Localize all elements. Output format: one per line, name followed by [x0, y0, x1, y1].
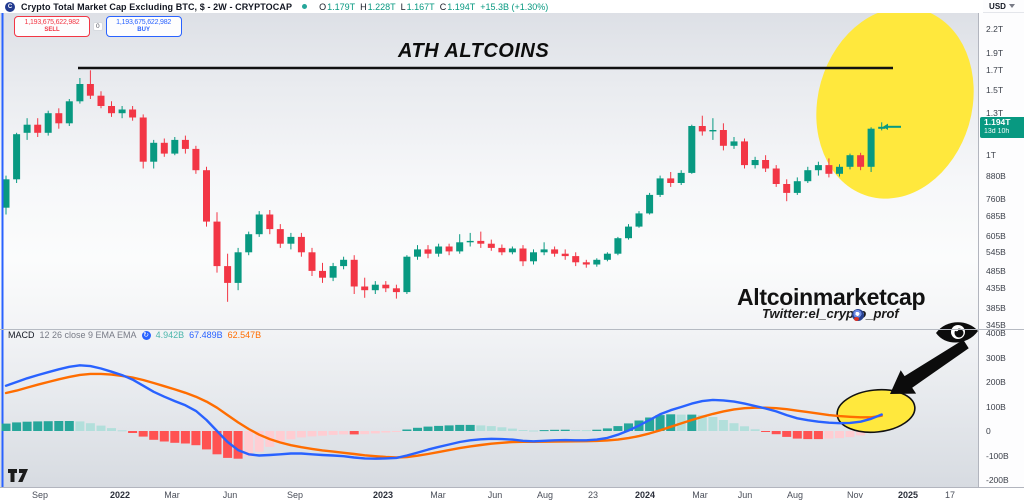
- macd-axis-label: 300B: [986, 352, 1006, 363]
- macd-hist-value: 4.942B: [155, 330, 185, 340]
- currency-selector[interactable]: USD: [979, 0, 1024, 13]
- time-axis-tick: 23: [587, 490, 599, 500]
- time-axis-tick: 2023: [372, 490, 394, 500]
- watermark-label: Altcoinmarketcap: [737, 284, 926, 310]
- close-label: C: [439, 1, 447, 12]
- twitter-handle-label: Twitter:el_crypto_prof: [762, 306, 899, 321]
- cd-emoji-red-dot: [854, 317, 859, 321]
- sell-button[interactable]: 1,193,675,622,982 SELL: [14, 16, 90, 37]
- time-axis-tick: Jun: [737, 490, 753, 500]
- time-axis-tick: Mar: [164, 490, 180, 500]
- macd-params: 12 26 close 9 EMA EMA: [39, 330, 137, 340]
- macd-line: [4, 364, 883, 460]
- macd-axis-label: 0: [986, 426, 991, 436]
- highlight-ellipse-price[interactable]: [794, 0, 996, 217]
- price-axis-label: 880B: [986, 170, 1006, 181]
- time-axis-tick: Sep: [286, 490, 304, 500]
- price-axis-label: 485B: [986, 265, 1006, 276]
- price-axis-label: 605B: [986, 230, 1006, 241]
- macd-axis-label: 100B: [986, 401, 1006, 412]
- chart-background: [0, 13, 978, 487]
- cd-emoji: [852, 309, 864, 321]
- time-axis-tick: Mar: [430, 490, 446, 500]
- macd-legend: MACD 12 26 close 9 EMA EMA ↻ 4.942B 67.4…: [8, 330, 261, 340]
- price-axis-label: 435B: [986, 283, 1006, 294]
- time-axis-tick: 2024: [634, 490, 656, 500]
- currency-label: USD: [989, 1, 1006, 11]
- ohlc-readout: O 1.179T H 1.228T L 1.167T C 1.194T +15.3B (…: [319, 2, 548, 12]
- bar-countdown: 13d 10h: [984, 128, 1010, 135]
- time-axis-tick: 2025: [897, 490, 919, 500]
- price-axis-label: 1.7T: [986, 65, 1004, 76]
- ath-altcoins-label[interactable]: ATH ALTCOINS: [398, 40, 550, 62]
- buy-label: BUY: [137, 27, 150, 33]
- buy-button[interactable]: 1,193,675,622,982 BUY: [105, 16, 182, 37]
- time-axis-tick: Aug: [786, 490, 804, 500]
- symbol-logo-letter: C: [7, 3, 13, 10]
- chart-header: C Crypto Total Market Cap Excluding BTC,…: [0, 0, 983, 13]
- chevron-down-icon: [1008, 4, 1015, 8]
- time-axis-tick: Mar: [692, 490, 708, 500]
- pane-separator[interactable]: [0, 329, 1024, 330]
- macd-axis-label: 200B: [986, 377, 1006, 387]
- price-axis-label: 760B: [986, 194, 1006, 205]
- current-price-badge: 1.194T 13d 10h: [980, 117, 1024, 138]
- macd-axis-label: -100B: [986, 450, 1009, 461]
- price-axis-label: 1.3T: [986, 108, 1004, 119]
- close-price-marker-arrow: [883, 123, 888, 130]
- time-axis-tick: 17: [944, 490, 956, 500]
- time-axis-tick: Nov: [846, 490, 864, 500]
- high-value: 1.228T: [367, 1, 396, 12]
- macd-loading-icon: ↻: [141, 330, 151, 340]
- symbol-logo-icon[interactable]: C: [5, 1, 15, 12]
- price-axis[interactable]: USD 2.2T 1.9T 1.7T 1.5T 1.3T 1T 880B 760B 685B 60…: [978, 0, 1024, 501]
- eye-icon[interactable]: [936, 322, 978, 343]
- open-value: 1.179T: [327, 1, 356, 12]
- arrow-annotation[interactable]: [890, 339, 969, 394]
- price-axis-label: 1T: [986, 150, 996, 161]
- low-value: 1.167T: [406, 1, 435, 12]
- low-label: L: [400, 1, 406, 12]
- order-buttons: 1,193,675,622,982 SELL 0 1,193,675,622,9…: [14, 16, 182, 37]
- macd-line-value: 67.489B: [189, 330, 223, 340]
- price-axis-label: 385B: [986, 302, 1006, 313]
- price-axis-label: 685B: [986, 210, 1006, 221]
- macd-axis-label: 400B: [986, 328, 1006, 338]
- symbol-title[interactable]: Crypto Total Market Cap Excluding BTC, $…: [21, 1, 293, 12]
- sell-label: SELL: [44, 27, 60, 33]
- price-axis-label: 545B: [986, 247, 1006, 258]
- price-axis-label: 1.9T: [986, 47, 1004, 58]
- buy-price: 1,193,675,622,982: [116, 19, 172, 26]
- sell-price: 1,193,675,622,982: [24, 19, 80, 26]
- price-axis-label: 1.5T: [986, 85, 1004, 96]
- spread-value: 0: [93, 22, 103, 31]
- open-label: O: [319, 1, 327, 12]
- macd-signal-line: [4, 372, 883, 459]
- price-axis-label: 345B: [986, 320, 1006, 331]
- macd-signal-value: 62.547B: [227, 330, 262, 340]
- macd-axis-label: -200B: [986, 475, 1009, 485]
- price-axis-label: 2.2T: [986, 24, 1004, 34]
- tradingview-logo[interactable]: [8, 468, 32, 486]
- time-axis-tick: 2022: [109, 490, 131, 500]
- time-axis-tick: Jun: [487, 490, 503, 500]
- time-axis-tick: Jun: [222, 490, 238, 500]
- time-axis[interactable]: Sep 2022 Mar Jun Sep 2023 Mar Jun Aug 23 2024 Mar Ju…: [0, 487, 1024, 501]
- time-axis-tick: Aug: [536, 490, 554, 500]
- time-axis-tick: Sep: [31, 490, 49, 500]
- current-price-value: 1.194T: [984, 117, 1011, 127]
- macd-title: MACD: [8, 330, 35, 340]
- high-label: H: [360, 1, 367, 12]
- candlestick-series: [2, 70, 886, 302]
- market-status-icon: [302, 4, 308, 9]
- change-value: +15.3B (+1.30%): [480, 1, 549, 12]
- close-value: 1.194T: [447, 1, 476, 12]
